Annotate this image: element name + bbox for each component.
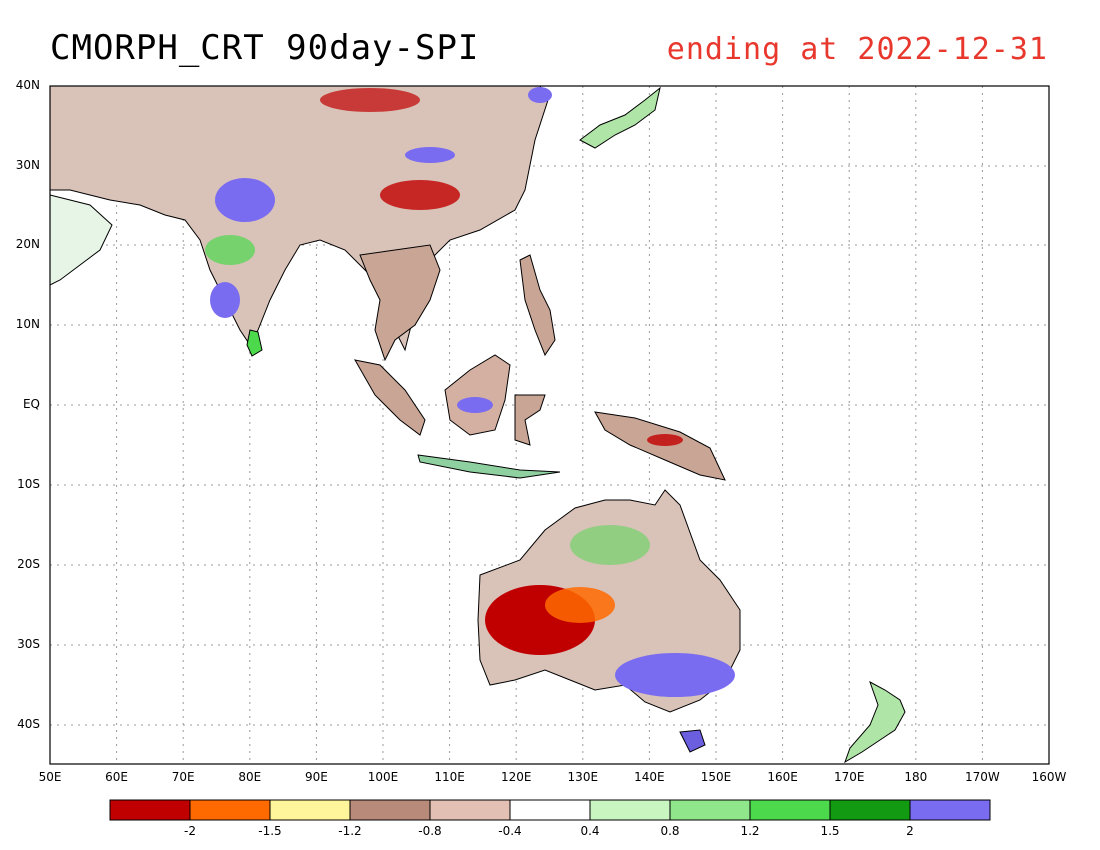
new-zealand-landmass xyxy=(844,680,906,764)
colorbar-swatch xyxy=(189,799,271,821)
colorbar-swatch xyxy=(589,799,671,821)
colorbar-label: 1.2 xyxy=(740,824,760,838)
patch-wet-borneo xyxy=(457,397,493,413)
colorbar xyxy=(109,799,991,821)
lon-label: 180 xyxy=(904,770,928,784)
java-landmass xyxy=(417,454,561,479)
lon-label: 160E xyxy=(767,770,798,784)
sumatra-landmass xyxy=(354,359,426,436)
patch-green-aus-north xyxy=(570,525,650,565)
colorbar-label: 1.5 xyxy=(820,824,840,838)
patch-dry-png xyxy=(647,434,683,446)
indochina-landmass xyxy=(359,244,441,362)
colorbar-label: -2 xyxy=(184,824,196,838)
patch-dry-tibet xyxy=(320,88,420,112)
lon-label: 120E xyxy=(500,770,532,784)
patch-wet-china xyxy=(405,147,455,163)
lon-label: 170E xyxy=(833,770,865,784)
arabia-landmass xyxy=(49,194,113,286)
borneo-landmass xyxy=(444,354,511,436)
colorbar-swatch xyxy=(109,799,191,821)
colorbar-label: 2 xyxy=(906,824,914,838)
philippines-landmass xyxy=(519,254,556,357)
lat-label: 40N xyxy=(15,78,40,92)
lat-label: 30S xyxy=(17,637,40,651)
colorbar-label: -0.4 xyxy=(498,824,522,838)
patch-dry-australia-orange xyxy=(545,587,615,623)
map-subtitle: ending at 2022-12-31 xyxy=(666,32,1048,67)
sri-lanka-landmass xyxy=(246,329,263,357)
lat-label: 10N xyxy=(15,317,40,331)
lon-label: 140E xyxy=(634,770,665,784)
patch-wet-south-india xyxy=(210,282,240,318)
patch-green-india xyxy=(205,235,255,265)
map-frame xyxy=(49,85,1050,765)
colorbar-swatch xyxy=(829,799,911,821)
tasmania-landmass xyxy=(679,729,706,753)
asia-landmass xyxy=(49,85,549,352)
lat-label: 20N xyxy=(15,237,40,251)
new-guinea-landmass xyxy=(594,411,726,481)
lat-label: 30N xyxy=(15,158,40,172)
lon-label: 170W xyxy=(965,770,1000,784)
lat-label: 40S xyxy=(17,717,40,731)
colorbar-swatch xyxy=(429,799,511,821)
land-masses xyxy=(49,85,906,764)
colorbar-label: -0.8 xyxy=(418,824,442,838)
lon-label: 150E xyxy=(700,770,732,784)
patch-wet-nw-india xyxy=(215,178,275,222)
lon-label: 110E xyxy=(434,770,465,784)
spi-patches xyxy=(205,87,735,697)
map-title: CMORPH_CRT 90day-SPI xyxy=(50,28,480,68)
colorbar-label: 0.4 xyxy=(580,824,600,838)
patch-wet-kazakh xyxy=(528,87,552,103)
colorbar-swatch xyxy=(509,799,591,821)
sulawesi-landmass xyxy=(514,394,546,446)
colorbar-label: -1.5 xyxy=(258,824,282,838)
patch-wet-se-australia xyxy=(615,653,735,697)
lat-label: 20S xyxy=(17,557,40,571)
lon-label: 70E xyxy=(171,770,195,784)
lon-label: 100E xyxy=(367,770,399,784)
japan-landmass xyxy=(579,86,661,149)
colorbar-label: -1.2 xyxy=(338,824,362,838)
lat-label: 10S xyxy=(17,477,40,491)
colorbar-swatch xyxy=(909,799,991,821)
lon-label: 160W xyxy=(1031,770,1067,784)
lon-label: 80E xyxy=(238,770,262,784)
lon-label: 60E xyxy=(105,770,129,784)
lon-label: 130E xyxy=(567,770,599,784)
lon-label: 50E xyxy=(38,770,62,784)
colorbar-swatch xyxy=(269,799,351,821)
colorbar-swatch xyxy=(669,799,751,821)
patch-dry-china xyxy=(380,180,460,210)
lon-label: 90E xyxy=(304,770,328,784)
colorbar-swatch xyxy=(349,799,431,821)
colorbar-label: 0.8 xyxy=(660,824,680,838)
colorbar-swatch xyxy=(749,799,831,821)
lat-label: EQ xyxy=(22,397,40,411)
